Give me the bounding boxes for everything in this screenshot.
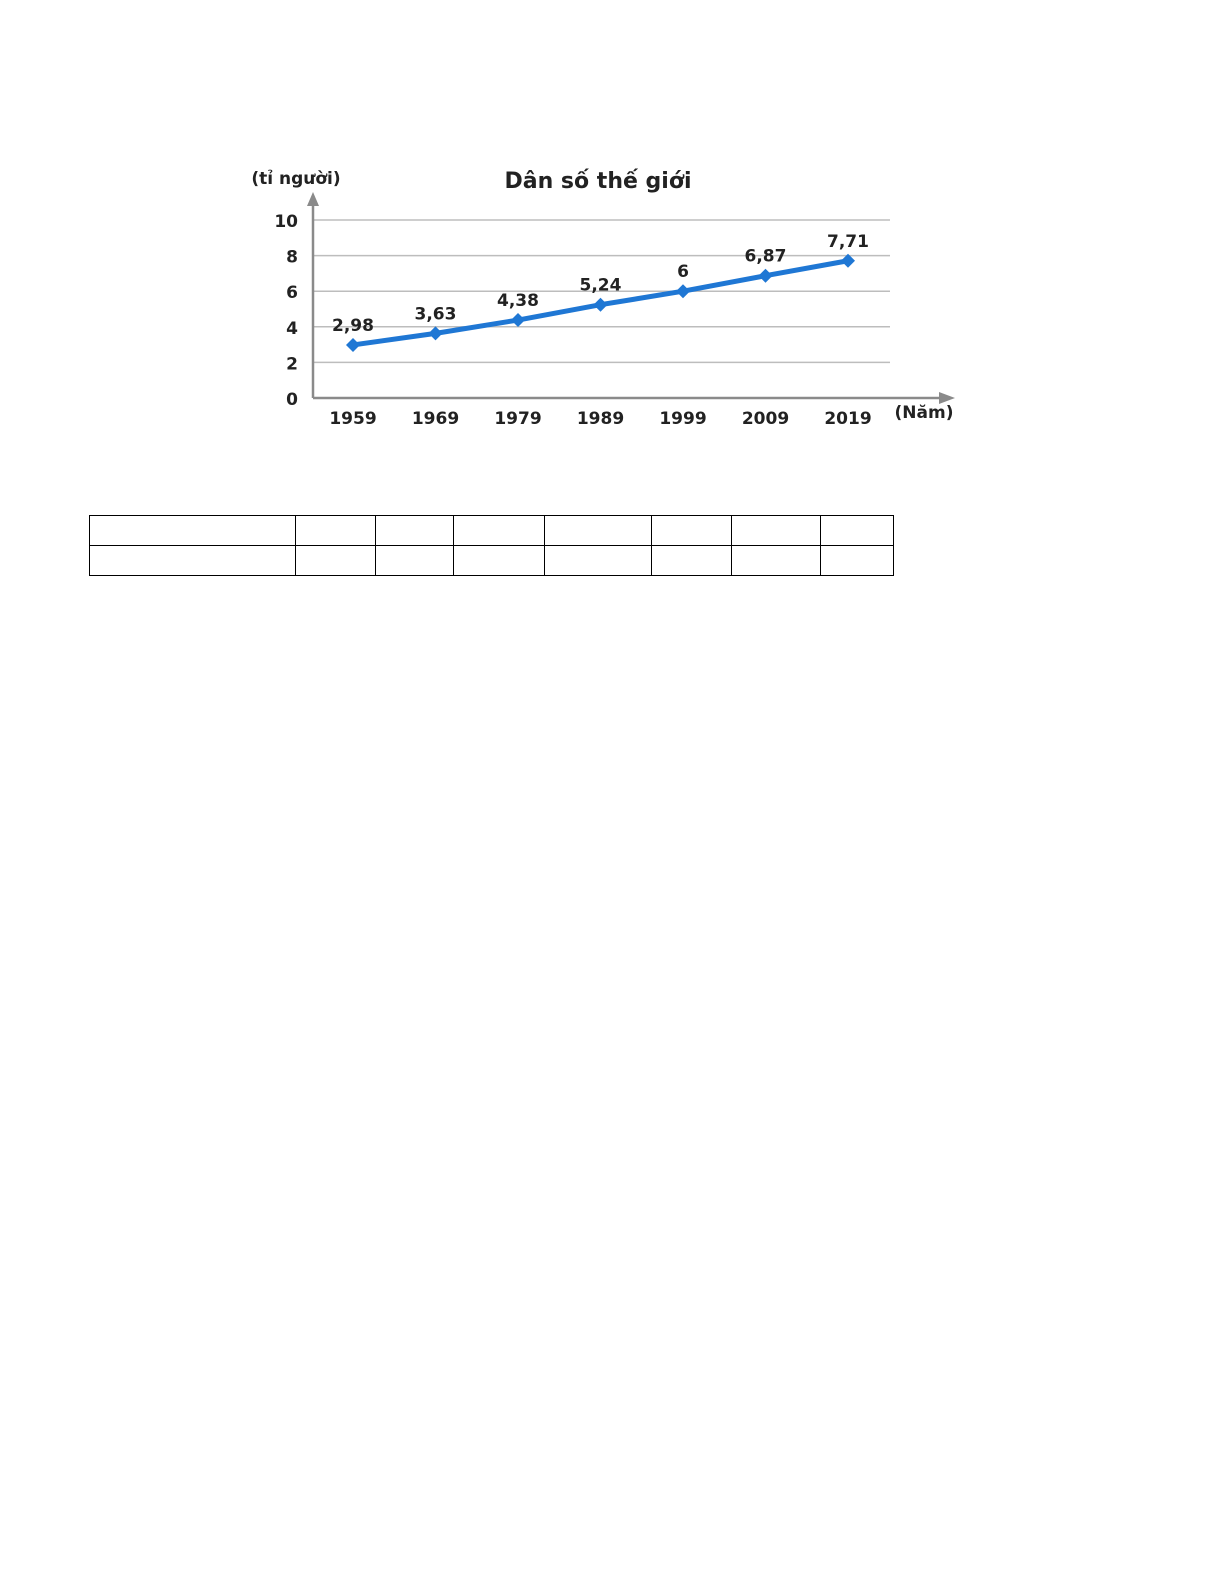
table-cell [820,545,894,576]
table-cell [731,545,821,576]
gridlines [313,219,890,364]
table-cell [89,515,296,546]
data-label: 7,71 [827,232,869,252]
table-cell [295,545,376,576]
x-tick-labels: 1959 1969 1979 1989 1999 2009 2019 [329,409,871,429]
x-tick-label: 1999 [659,409,706,429]
line-chart: Dân số thế giới (tỉ người) (Năm) 0 2 4 6 8 10… [251,169,955,429]
y-tick-label: 2 [286,354,298,374]
table-cell [89,545,296,576]
data-point [346,337,360,352]
y-tick-label: 10 [274,212,298,232]
data-point [511,313,525,328]
table-cell [453,545,545,576]
y-tick-label: 6 [286,283,298,303]
y-tick-label: 4 [286,319,298,339]
table-cell [295,515,376,546]
empty-table [89,515,894,576]
x-axis-label: (Năm) [895,403,954,423]
y-axis-arrow [307,192,319,206]
data-label: 2,98 [332,316,374,336]
x-tick-label: 1959 [329,409,376,429]
table-cell [651,515,732,546]
y-axis-label: (tỉ người) [251,169,340,189]
data-point [593,297,608,312]
table-cell [544,515,652,546]
table-cell [375,515,454,546]
y-tick-label: 0 [286,390,298,410]
table-cell [544,545,652,576]
x-tick-label: 1969 [412,409,459,429]
data-label: 6,87 [745,247,787,267]
y-tick-label: 8 [286,248,298,268]
table-cell [453,515,545,546]
table-cell [651,545,732,576]
x-tick-label: 1979 [494,409,541,429]
data-label: 4,38 [497,291,539,311]
table-cell [820,515,894,546]
x-tick-label: 2019 [824,409,871,429]
data-points [346,253,855,352]
x-tick-label: 1989 [577,409,624,429]
data-label: 3,63 [415,304,457,324]
table-row [89,515,894,546]
data-labels: 2,98 3,63 4,38 5,24 6 6,87 7,71 [332,232,869,336]
data-point [841,253,855,268]
table-row [89,545,894,576]
x-axis-arrow [939,392,955,404]
table-cell [731,515,821,546]
data-point [758,268,773,283]
chart-title: Dân số thế giới [505,169,692,194]
data-point [428,326,443,341]
data-label: 6 [677,262,689,282]
data-point [676,284,690,299]
x-tick-label: 2009 [742,409,789,429]
table-cell [375,545,454,576]
data-label: 5,24 [580,276,622,296]
y-tick-labels: 0 2 4 6 8 10 [274,212,298,410]
